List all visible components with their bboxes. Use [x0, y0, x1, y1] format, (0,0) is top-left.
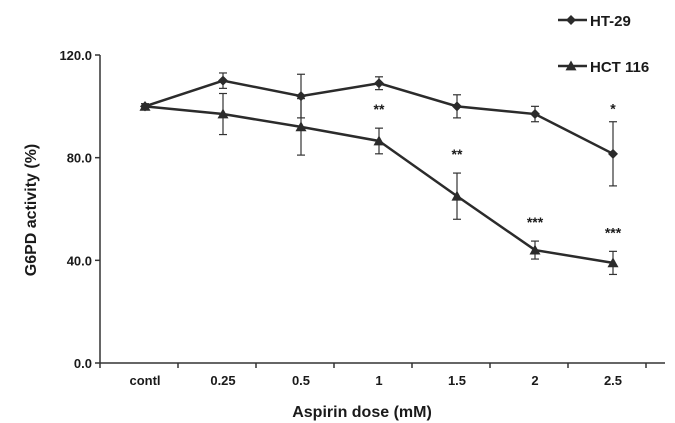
significance-marker: **: [452, 146, 463, 162]
hct116-point: [451, 190, 463, 201]
significance-marker: ***: [527, 214, 544, 230]
x-tick-label: 1.5: [448, 373, 466, 388]
ht29-point: [374, 78, 384, 89]
x-axis-title: Aspirin dose (mM): [292, 404, 432, 421]
y-axis-title: G6PD activity (%): [23, 144, 40, 276]
hct116-point: [217, 108, 229, 119]
y-tick-label: 40.0: [67, 253, 92, 268]
hct116-point: [373, 135, 385, 146]
legend-label-ht29: HT-29: [590, 13, 631, 30]
x-tick-label: 2.5: [604, 373, 622, 388]
legend: HT-29 HCT 116: [558, 13, 649, 76]
x-tick-label: contl: [129, 373, 160, 388]
x-tick-label: 1: [375, 373, 382, 388]
y-axis-ticks: 0.0 40.0 80.0 120.0: [59, 48, 100, 371]
significance-annotations: ***********: [374, 101, 622, 241]
ht29-point: [608, 148, 618, 159]
x-tick-label: 0.5: [292, 373, 310, 388]
x-tick-label: 0.25: [210, 373, 235, 388]
series-markers: [139, 75, 619, 268]
ht29-point: [530, 109, 540, 120]
ht29-point: [452, 101, 462, 112]
hct116-point: [607, 257, 619, 268]
x-tick-label: 2: [531, 373, 538, 388]
hct116-point: [295, 121, 307, 132]
axes: [99, 55, 665, 364]
ht29-point: [218, 75, 228, 86]
legend-marker-ht29: [566, 15, 576, 25]
y-tick-label: 120.0: [59, 48, 92, 63]
y-tick-label: 80.0: [67, 151, 92, 166]
significance-marker: *: [610, 101, 616, 117]
ht29-point: [296, 91, 306, 102]
significance-marker: **: [374, 101, 385, 117]
x-axis-ticks: contl 0.25 0.5 1 1.5 2 2.5: [99, 363, 647, 388]
significance-marker: ***: [605, 224, 622, 240]
legend-label-hct116: HCT 116: [590, 59, 649, 76]
y-tick-label: 0.0: [74, 356, 92, 371]
legend-marker-hct116: [565, 60, 577, 71]
hct116-point: [529, 244, 541, 255]
hct116-point: [139, 100, 151, 111]
